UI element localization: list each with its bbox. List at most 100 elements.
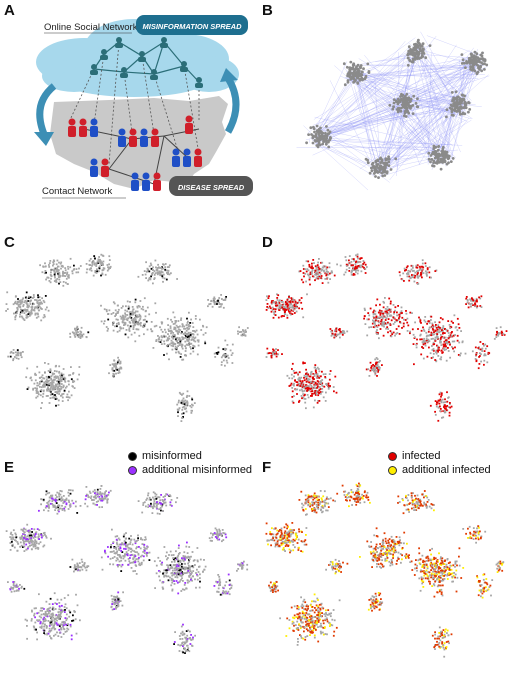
node-dot xyxy=(51,620,54,622)
node-dot xyxy=(381,316,384,319)
node-dot xyxy=(298,270,301,273)
node-dot xyxy=(53,619,56,621)
node-dot xyxy=(409,311,412,314)
node-dot xyxy=(161,561,163,564)
node-dot xyxy=(19,303,22,306)
node-dot xyxy=(127,305,130,308)
node-dot xyxy=(97,262,100,264)
node-dot xyxy=(155,572,158,575)
node-dot xyxy=(327,281,330,284)
node-dot xyxy=(11,543,14,546)
node-dot xyxy=(79,333,82,335)
node-dot xyxy=(268,305,271,308)
node-dot xyxy=(284,309,287,311)
node-dot xyxy=(161,275,164,278)
node-dot xyxy=(10,351,13,353)
node-dot xyxy=(104,273,107,276)
node-dot xyxy=(182,416,184,418)
node-dot xyxy=(9,355,12,358)
node-dot xyxy=(439,326,441,329)
node-dot xyxy=(361,265,364,268)
node-dot xyxy=(372,311,375,314)
node-dot xyxy=(180,565,183,568)
node-dot xyxy=(398,333,401,335)
network-node xyxy=(348,66,352,69)
node-dot xyxy=(380,318,383,321)
node-dot xyxy=(406,330,409,332)
node-dot xyxy=(383,322,385,324)
node-dot xyxy=(427,334,430,337)
node-dot xyxy=(191,579,193,582)
node-dot xyxy=(381,311,384,313)
node-dot xyxy=(274,314,277,316)
node-dot xyxy=(439,398,442,401)
node-dot xyxy=(350,264,353,267)
node-dot xyxy=(173,583,176,585)
node-dot xyxy=(304,268,307,271)
node-dot xyxy=(384,308,387,310)
node-dot xyxy=(51,393,54,395)
node-dot xyxy=(282,308,285,310)
node-dot xyxy=(12,536,15,539)
node-dot xyxy=(272,300,274,302)
node-dot xyxy=(188,576,191,578)
node-dot xyxy=(28,531,30,534)
node-dot xyxy=(16,541,19,543)
node-dot xyxy=(301,380,304,382)
node-dot xyxy=(25,543,28,546)
node-dot xyxy=(15,314,17,317)
node-dot xyxy=(47,610,50,613)
node-dot xyxy=(14,539,16,541)
node-dot xyxy=(134,564,137,566)
node-dot xyxy=(439,340,442,342)
node-dot xyxy=(188,571,191,574)
node-dot xyxy=(244,334,247,337)
node-dot xyxy=(360,264,363,267)
node-dot xyxy=(75,333,78,336)
node-dot xyxy=(59,507,62,510)
scatter-points xyxy=(5,253,249,422)
node-dot xyxy=(176,403,179,406)
node-dot xyxy=(299,270,302,272)
node-dot xyxy=(301,386,304,389)
node-dot xyxy=(94,492,96,495)
network-node xyxy=(320,133,324,137)
node-dot xyxy=(185,335,187,337)
network-node xyxy=(391,107,395,111)
node-dot xyxy=(191,397,193,400)
node-dot xyxy=(138,315,141,318)
node-dot xyxy=(307,260,310,263)
node-dot xyxy=(109,547,112,549)
node-dot xyxy=(5,530,8,532)
node-dot xyxy=(424,262,427,265)
node-dot xyxy=(446,340,449,343)
node-dot xyxy=(58,493,60,496)
node-dot xyxy=(139,318,142,320)
node-dot xyxy=(321,268,323,271)
node-dot xyxy=(136,551,138,554)
node-dot xyxy=(175,574,178,577)
node-dot xyxy=(382,312,384,315)
node-dot xyxy=(69,374,72,376)
node-dot xyxy=(316,390,319,392)
node-dot xyxy=(339,330,342,333)
network-edge xyxy=(322,54,418,141)
node-dot xyxy=(62,386,64,389)
node-dot xyxy=(46,381,49,384)
node-dot xyxy=(164,331,167,334)
node-dot xyxy=(193,345,196,348)
node-dot xyxy=(443,332,446,334)
node-dot xyxy=(496,332,499,335)
node-dot xyxy=(136,310,139,313)
node-dot xyxy=(94,495,96,498)
node-dot xyxy=(29,530,31,533)
node-dot xyxy=(304,272,307,275)
node-dot xyxy=(74,329,77,332)
node-dot xyxy=(296,388,299,391)
network-node xyxy=(325,134,329,138)
network-node xyxy=(445,153,448,156)
network-node xyxy=(399,109,403,113)
network-node xyxy=(311,141,315,145)
node-dot xyxy=(433,343,436,345)
node-dot xyxy=(320,275,323,277)
